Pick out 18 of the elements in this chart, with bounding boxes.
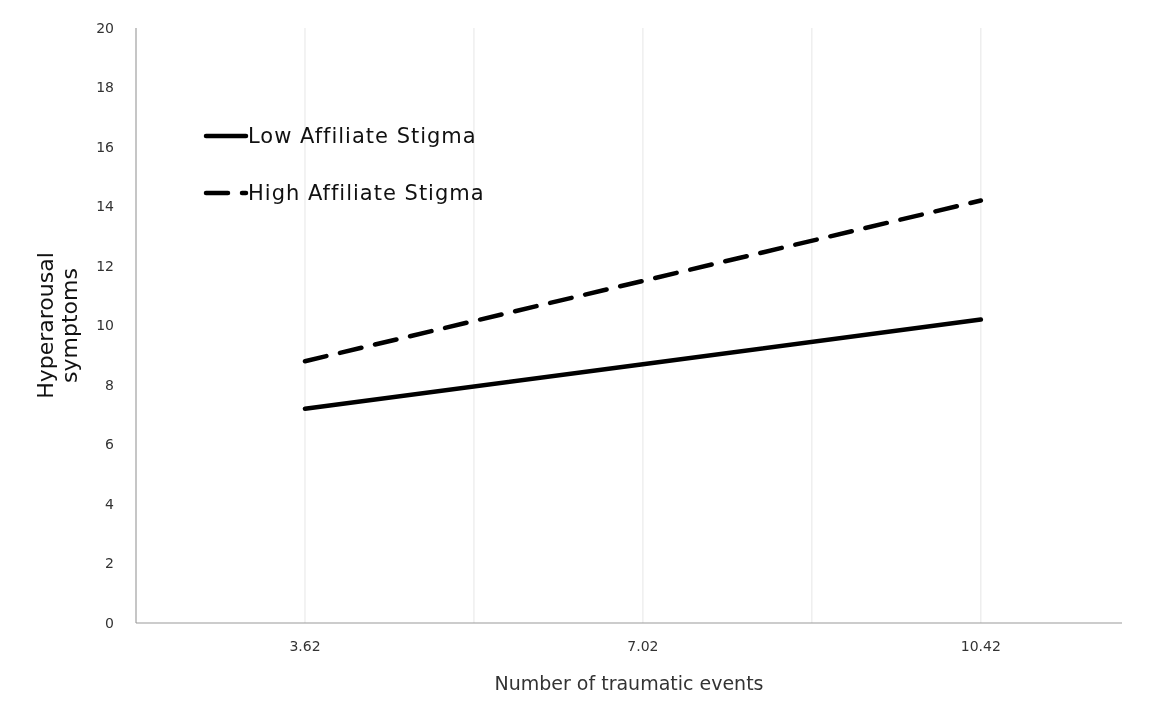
x-tick-label: 7.02 — [627, 638, 659, 654]
x-tick-label: 10.42 — [960, 638, 1001, 654]
y-tick-label: 8 — [105, 376, 114, 393]
legend-label: High Affiliate Stigma — [248, 181, 485, 206]
y-tick-label: 0 — [105, 614, 114, 631]
y-tick-label: 2 — [105, 555, 114, 572]
y-tick-label: 20 — [96, 19, 114, 36]
y-tick-label: 6 — [105, 436, 115, 453]
y-tick-label: 12 — [96, 257, 114, 274]
y-tick-label: 18 — [96, 79, 114, 96]
legend-label: Low Affiliate Stigma — [248, 124, 477, 149]
x-tick-label: 3.62 — [289, 638, 321, 654]
y-axis-title: Hyperarousal symptoms — [33, 252, 83, 399]
y-tick-label: 16 — [96, 138, 115, 155]
y-tick-label: 10 — [96, 317, 114, 334]
x-axis-title: Number of traumatic events — [494, 672, 764, 694]
y-tick-label: 14 — [96, 198, 115, 215]
y-tick-label: 4 — [105, 495, 115, 512]
